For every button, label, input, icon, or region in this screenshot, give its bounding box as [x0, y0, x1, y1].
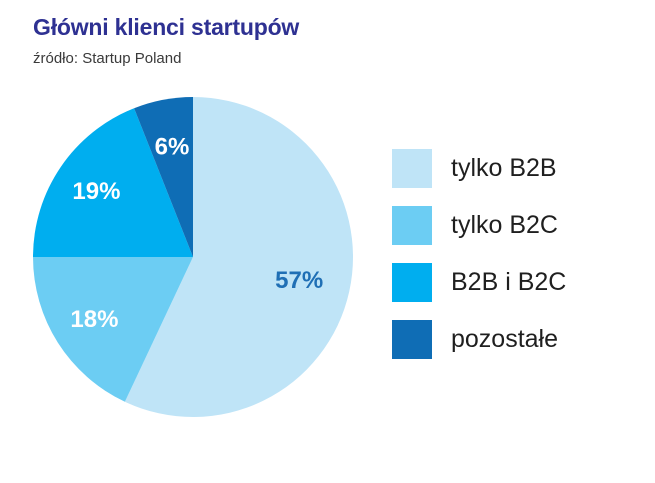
pie-slice-pozostale: [134, 97, 193, 257]
pie-slice-tylko-b2b: [124, 97, 354, 418]
legend-item-tylko-b2c: tylko B2C: [392, 206, 566, 245]
chart-title: Główni klienci startupów: [33, 14, 300, 40]
pie-label-tylko-b2b: 57%: [275, 267, 323, 294]
pie-label-pozostale: 6%: [155, 134, 190, 161]
pie-slice-tylko-b2c: [33, 257, 193, 402]
legend-item-b2b-i-b2c: B2B i B2C: [392, 263, 566, 302]
legend-swatch-tylko-b2c: [392, 206, 432, 245]
pie-slice-b2b-i-b2c: [33, 108, 193, 258]
pie-label-tylko-b2c: 18%: [70, 306, 118, 333]
legend-label-tylko-b2b: tylko B2B: [451, 154, 557, 182]
legend-label-pozostale: pozostałe: [451, 325, 559, 353]
legend-item-pozostale: pozostałe: [392, 320, 566, 359]
legend-label-tylko-b2c: tylko B2C: [451, 211, 558, 239]
legend-swatch-tylko-b2b: [392, 149, 432, 188]
legend-swatch-pozostale: [392, 320, 432, 359]
chart-source: źródło: Startup Poland: [33, 50, 182, 67]
pie-label-b2b-i-b2c: 19%: [72, 178, 120, 205]
legend-label-b2b-i-b2c: B2B i B2C: [451, 268, 567, 296]
legend-swatch-b2b-i-b2c: [392, 263, 432, 302]
legend-item-tylko-b2b: tylko B2B: [392, 149, 566, 188]
legend: tylko B2B tylko B2C B2B i B2C pozostałe: [392, 149, 566, 377]
